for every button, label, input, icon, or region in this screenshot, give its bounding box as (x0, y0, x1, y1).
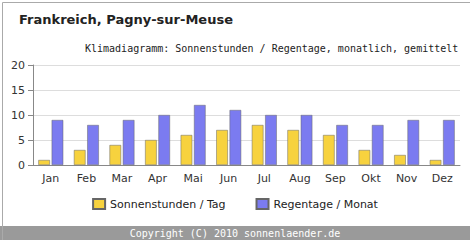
svg-text:Frankreich, Pagny-sur-Meuse: Frankreich, Pagny-sur-Meuse (19, 12, 233, 27)
svg-text:Jul: Jul (257, 172, 271, 185)
svg-text:Aug: Aug (289, 172, 310, 185)
svg-text:Copyright (C) 2010 sonnenlaend: Copyright (C) 2010 sonnenlaender.de (130, 228, 341, 239)
svg-text:Jun: Jun (219, 172, 237, 185)
svg-text:10: 10 (11, 109, 25, 122)
svg-text:Jan: Jan (41, 172, 59, 185)
svg-text:Klimadiagramm: Sonnenstunden /: Klimadiagramm: Sonnenstunden / Regentage… (85, 43, 458, 54)
svg-text:Nov: Nov (396, 172, 418, 185)
svg-text:Dez: Dez (432, 172, 453, 185)
svg-text:Feb: Feb (77, 172, 96, 185)
svg-text:Mar: Mar (112, 172, 133, 185)
svg-text:0: 0 (18, 159, 25, 172)
svg-text:Mai: Mai (183, 172, 202, 185)
svg-text:Apr: Apr (148, 172, 168, 185)
svg-text:Sonnenstunden / Tag: Sonnenstunden / Tag (110, 198, 225, 211)
svg-text:Regentage / Monat: Regentage / Monat (274, 198, 379, 211)
svg-text:5: 5 (18, 134, 25, 147)
svg-text:15: 15 (11, 84, 25, 97)
svg-text:Okt: Okt (361, 172, 381, 185)
svg-text:20: 20 (11, 59, 25, 72)
svg-text:Sep: Sep (325, 172, 346, 185)
